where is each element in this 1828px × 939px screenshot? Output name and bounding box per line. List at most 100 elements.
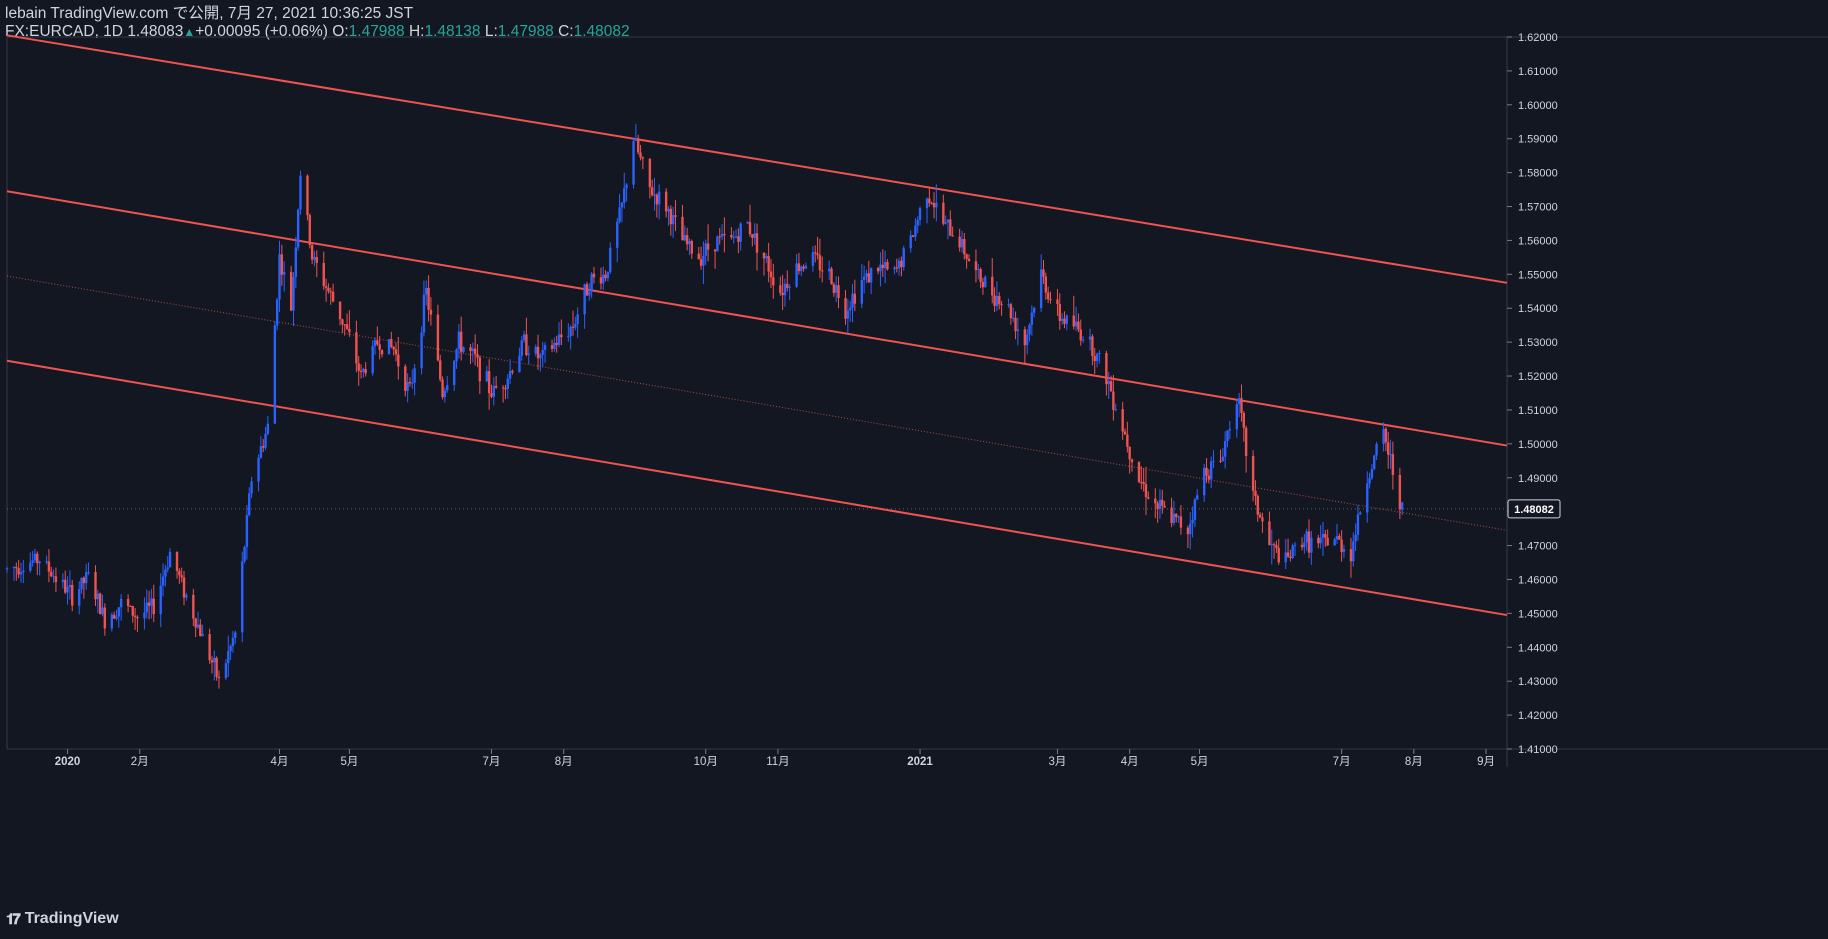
candle-body	[655, 194, 659, 205]
y-tick-label: 1.57000	[1518, 202, 1558, 214]
candle-body	[918, 208, 922, 220]
x-tick-label: 5月	[340, 756, 358, 768]
x-tick-label: 8月	[1405, 756, 1423, 768]
candle-body	[275, 299, 279, 326]
candle-body	[844, 298, 847, 319]
candle-body	[508, 370, 512, 379]
candle-body	[259, 446, 263, 458]
candle-body	[1189, 523, 1192, 535]
candle-body	[853, 293, 857, 304]
candle-body	[411, 382, 414, 384]
candle-body	[1000, 304, 1003, 306]
candle-body	[1186, 527, 1190, 535]
candle-body	[362, 369, 365, 372]
candle-body	[1289, 556, 1292, 558]
candle-body	[883, 262, 887, 268]
candle-body	[928, 198, 931, 204]
y-tick-label: 1.44000	[1518, 642, 1558, 654]
x-tick-label: 9月	[1477, 756, 1495, 768]
candle-body	[15, 567, 18, 569]
candle-body	[331, 291, 335, 302]
price-change: +0.00095 (+0.06%)	[195, 23, 328, 40]
x-tick-label: 4月	[1121, 756, 1139, 768]
candle-body	[511, 370, 514, 373]
candle-body	[674, 215, 677, 217]
publish-info: lebain TradingView.com で公開, 7月 27, 2021 …	[5, 5, 414, 22]
candle-body	[1310, 537, 1313, 553]
candle-body	[886, 262, 889, 270]
candle-body	[995, 295, 999, 306]
candle-body	[811, 252, 815, 266]
x-tick-label: 4月	[271, 756, 289, 768]
candle-body	[732, 236, 735, 238]
y-tick-label: 1.58000	[1518, 168, 1558, 180]
candle-body	[94, 572, 97, 600]
candle-body	[492, 385, 496, 397]
candle-body	[248, 493, 251, 516]
up-arrow-icon: ▲	[183, 25, 196, 39]
candle-body	[117, 607, 121, 617]
candle-body	[64, 579, 67, 593]
candle-body	[623, 188, 626, 203]
candle-body	[422, 294, 426, 333]
candle-body	[373, 340, 377, 347]
candle-body	[257, 457, 260, 482]
candle-body	[620, 202, 624, 208]
x-tick-label: 3月	[1049, 756, 1067, 768]
candle-body	[1007, 304, 1010, 306]
candle-body	[168, 551, 172, 568]
candle-body	[804, 265, 808, 269]
candle-body	[834, 285, 838, 293]
symbol-label[interactable]: FX:EURCAD, 1D	[5, 23, 123, 40]
candle-body	[984, 276, 987, 288]
candle-body	[1074, 321, 1078, 327]
candle-body	[1203, 467, 1206, 496]
candle-body	[136, 617, 139, 619]
candle-body	[949, 219, 952, 236]
candle-body	[1326, 537, 1329, 546]
x-tick-label: 10月	[694, 756, 718, 768]
candle-body	[1049, 299, 1052, 301]
candle-body	[1268, 521, 1271, 546]
candle-body	[525, 334, 528, 356]
candle-body	[446, 384, 449, 391]
candle-body	[609, 247, 612, 272]
candle-body	[932, 203, 936, 208]
candle-body	[1391, 454, 1395, 475]
candle-body	[1300, 544, 1304, 548]
candle-body	[201, 634, 204, 637]
candle-body	[5, 568, 9, 570]
candle-body	[378, 344, 381, 350]
candle-body	[1065, 315, 1068, 324]
candle-body	[439, 360, 442, 380]
candle-body	[702, 255, 705, 266]
candle-body	[404, 366, 407, 391]
candle-body	[837, 285, 840, 299]
candle-body	[1112, 391, 1115, 410]
candle-body	[704, 243, 707, 256]
candle-body	[1088, 336, 1092, 340]
candle-body	[1077, 321, 1080, 330]
candle-body	[1025, 334, 1029, 346]
candle-body	[1060, 318, 1064, 321]
y-tick-label: 1.52000	[1518, 371, 1558, 383]
tradingview-logo[interactable]: 𝟏𝟕 TradingView	[6, 910, 119, 928]
candle-body	[1137, 462, 1141, 483]
candle-body	[224, 663, 228, 679]
candle-body	[327, 287, 330, 292]
candle-body	[963, 239, 966, 255]
candle-body	[161, 576, 165, 586]
candle-body	[490, 393, 493, 397]
candle-body	[893, 267, 896, 270]
candle-body	[1277, 547, 1280, 563]
candle-body	[1154, 498, 1157, 504]
candle-body	[536, 346, 540, 359]
chart-header: lebain TradingView.com で公開, 7月 27, 2021 …	[5, 5, 630, 41]
candle-body	[848, 307, 852, 311]
candle-body	[637, 138, 640, 153]
candle-body	[243, 546, 246, 562]
candle-body	[52, 576, 55, 578]
candle-body	[720, 234, 724, 237]
candle-body	[425, 287, 428, 295]
